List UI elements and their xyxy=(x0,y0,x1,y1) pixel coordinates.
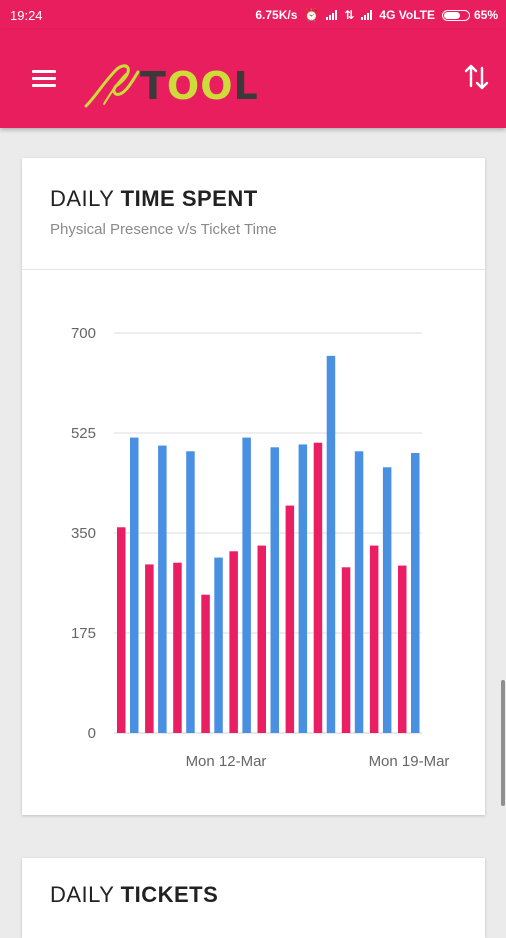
bar-physical-presence xyxy=(257,545,266,733)
bar-ticket-time xyxy=(326,355,336,733)
bar-physical-presence xyxy=(341,567,351,733)
app-bar: TOOL xyxy=(0,30,506,128)
card-divider xyxy=(22,269,485,270)
scrollbar[interactable] xyxy=(501,680,505,806)
bar-physical-presence xyxy=(229,551,238,733)
daily-time-spent-card: DAILY TIME SPENT Physical Presence v/s T… xyxy=(22,158,485,815)
hamburger-menu-icon[interactable] xyxy=(30,66,60,90)
daily-tickets-card: DAILY TICKETS xyxy=(22,858,485,938)
bar-ticket-time xyxy=(354,451,364,733)
data-transfer-icon: ⇅ xyxy=(344,8,355,22)
signal-icon-2 xyxy=(361,10,373,20)
bar-ticket-time xyxy=(270,447,279,733)
signal-icon xyxy=(326,10,338,20)
bar-ticket-time xyxy=(130,437,139,733)
battery-icon xyxy=(441,9,470,21)
x-tick-label: Mon 12-Mar xyxy=(186,753,267,770)
bar-ticket-time xyxy=(214,557,223,733)
x-tick-label: Mon 19-Mar xyxy=(369,753,450,770)
bar-ticket-time xyxy=(298,444,308,733)
bar-ticket-time xyxy=(186,451,195,733)
battery-indicator: 65% xyxy=(441,8,498,22)
card-title: DAILY TIME SPENT xyxy=(50,186,258,211)
bar-physical-presence xyxy=(117,527,126,733)
bar-ticket-time xyxy=(242,437,251,733)
bar-physical-presence xyxy=(145,564,154,733)
status-time: 19:24 xyxy=(10,7,43,23)
bar-physical-presence xyxy=(369,545,379,733)
y-tick-label: 0 xyxy=(88,725,96,742)
bar-ticket-time xyxy=(158,445,167,733)
logo-wordmark: TOOL xyxy=(140,64,259,108)
bar-physical-presence xyxy=(173,562,182,733)
logo-swoosh-icon xyxy=(84,64,140,108)
y-tick-label: 175 xyxy=(71,625,96,642)
bar-physical-presence xyxy=(201,594,210,733)
network-type: 4G VoLTE xyxy=(379,8,435,22)
app-logo: TOOL xyxy=(82,60,272,110)
bar-physical-presence xyxy=(285,505,295,733)
status-indicators: 6.75K/s ⏰ ⇅ 4G VoLTE 65% xyxy=(255,8,498,22)
bar-ticket-time xyxy=(411,453,420,733)
card-subtitle: Physical Presence v/s Ticket Time xyxy=(50,221,277,238)
time-spent-chart: 0 175 350 525 700 Mon 12-Mar Mon 19-Mar xyxy=(71,325,450,770)
bar-ticket-time xyxy=(382,467,392,733)
y-tick-label: 525 xyxy=(71,425,96,442)
y-tick-label: 350 xyxy=(71,525,96,542)
status-bar: 19:24 6.75K/s ⏰ ⇅ 4G VoLTE 65% xyxy=(0,0,506,30)
sort-arrows-icon[interactable] xyxy=(460,60,494,94)
card2-title: DAILY TICKETS xyxy=(50,882,219,907)
y-tick-label: 700 xyxy=(71,325,96,342)
alarm-icon: ⏰ xyxy=(304,8,320,22)
battery-level: 65% xyxy=(473,8,498,22)
bar-physical-presence xyxy=(398,565,407,733)
bar-physical-presence xyxy=(313,442,323,733)
network-speed: 6.75K/s xyxy=(255,8,298,22)
